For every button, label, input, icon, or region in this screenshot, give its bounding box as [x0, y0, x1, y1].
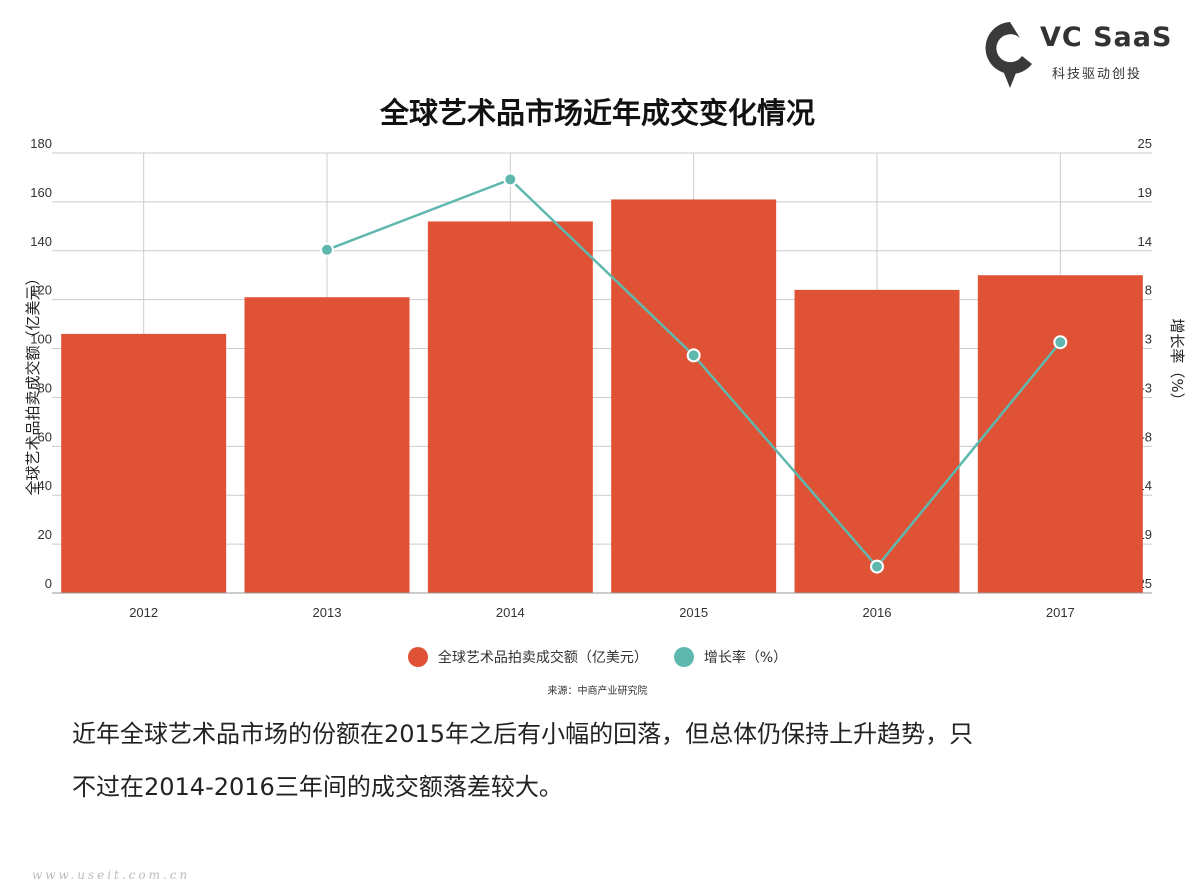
combo-chart: 0-2520-1940-1460-880-3100312081401416019…: [24, 136, 1186, 620]
y2-axis-title: 增长率（%）: [1168, 318, 1186, 407]
y2-tick-label: -3: [1140, 380, 1152, 395]
brand-logo: VC SaaS 科技驱动创投: [980, 18, 1173, 93]
x-tick-label: 2016: [863, 605, 892, 620]
y-tick-label: 180: [30, 136, 52, 151]
x-tick-label: 2013: [313, 605, 342, 620]
bar: [61, 333, 227, 593]
bar: [611, 199, 777, 593]
legend-bar-label: 全球艺术品拍卖成交额（亿美元）: [437, 650, 648, 666]
y2-tick-label: 14: [1138, 234, 1152, 249]
bar: [794, 289, 960, 593]
legend-line-label: 增长率（%）: [703, 650, 788, 666]
bar: [977, 275, 1143, 593]
brand-tagline: 科技驱动创投: [1052, 67, 1143, 82]
y-tick-label: 140: [30, 234, 52, 249]
y-tick-label: 100: [30, 332, 52, 347]
y-tick-label: 40: [38, 478, 52, 493]
source-note: 来源：中商产业研究院: [547, 686, 648, 697]
bar: [244, 297, 410, 593]
summary-line-1: 近年全球艺术品市场的份额在2015年之后有小幅的回落，但总体仍保持上升趋势，只: [72, 720, 974, 748]
y2-tick-label: 8: [1145, 283, 1152, 298]
brand-name: VC SaaS: [1040, 22, 1173, 53]
y-tick-label: 120: [30, 283, 52, 298]
y-tick-label: 20: [38, 527, 52, 542]
y2-tick-label: 25: [1138, 136, 1152, 151]
y-tick-label: 80: [38, 380, 52, 395]
summary-line-2: 不过在2014-2016三年间的成交额落差较大。: [72, 773, 563, 801]
x-tick-label: 2014: [496, 605, 525, 620]
summary-paragraph: 近年全球艺术品市场的份额在2015年之后有小幅的回落，但总体仍保持上升趋势，只 …: [72, 708, 1132, 814]
bar: [427, 221, 593, 593]
y-axis-title: 全球艺术品拍卖成交额（亿美元）: [24, 270, 42, 495]
y2-tick-label: 3: [1145, 332, 1152, 347]
chart-legend: 全球艺术品拍卖成交额（亿美元） 增长率（%）: [0, 647, 1195, 667]
legend-item-bar: 全球艺术品拍卖成交额（亿美元）: [407, 647, 648, 667]
legend-line-swatch: [673, 647, 694, 667]
legend-item-line: 增长率（%）: [673, 647, 788, 667]
y-tick-label: 60: [38, 429, 52, 444]
growth-rate-point: [503, 172, 518, 187]
watermark: www.useit.com.cn: [32, 868, 191, 882]
y2-tick-label: 19: [1138, 185, 1152, 200]
x-tick-label: 2017: [1046, 605, 1075, 620]
y-tick-label: 0: [45, 576, 52, 591]
chart-title: 全球艺术品市场近年成交变化情况: [379, 96, 815, 130]
y-tick-label: 160: [30, 185, 52, 200]
growth-rate-point: [686, 348, 701, 363]
growth-rate-point: [870, 559, 884, 574]
growth-rate-point: [1053, 335, 1068, 350]
legend-bar-swatch: [407, 647, 428, 667]
vc-saas-logo-icon: [985, 22, 1032, 88]
growth-rate-point: [320, 242, 334, 257]
x-tick-label: 2012: [129, 605, 158, 620]
x-tick-label: 2015: [679, 605, 708, 620]
y2-tick-label: -8: [1140, 429, 1152, 444]
